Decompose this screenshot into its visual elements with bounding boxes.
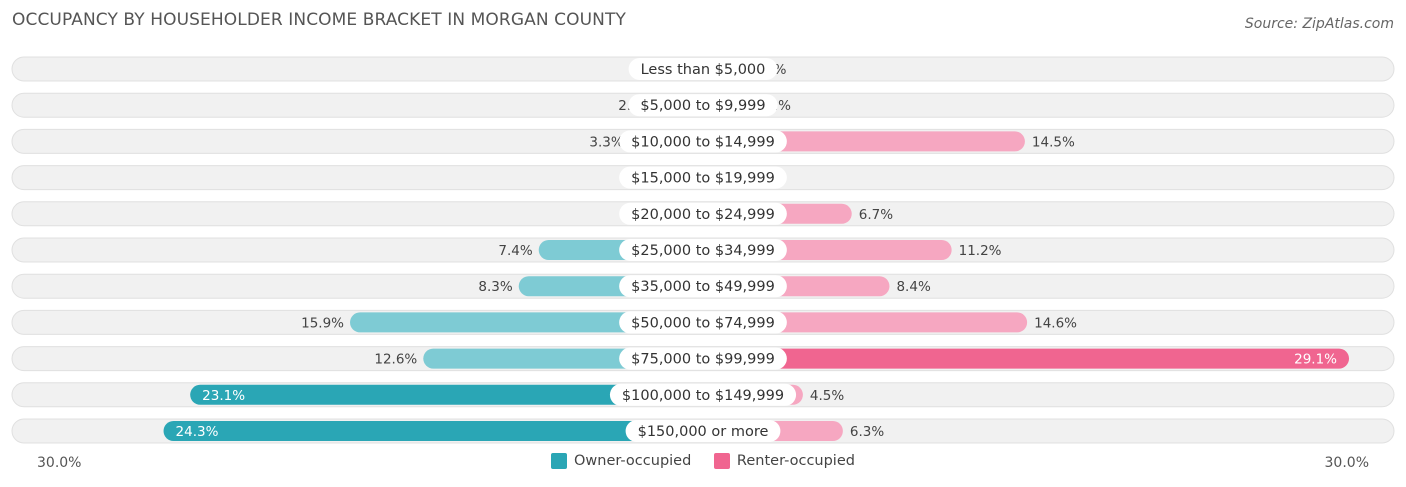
category-pill xyxy=(619,130,787,153)
category-label: $50,000 to $74,999 xyxy=(631,315,775,331)
category-label: $75,000 to $99,999 xyxy=(631,352,775,368)
category-pill xyxy=(619,166,787,189)
legend-item-renter: Renter-occupied xyxy=(713,453,855,469)
value-label-renter: 29.1% xyxy=(1294,352,1337,368)
value-label-owner: 24.3% xyxy=(176,424,219,440)
value-label-owner: 15.9% xyxy=(301,315,344,331)
category-pill xyxy=(625,420,781,442)
category-pill xyxy=(628,58,778,80)
value-label-renter: 11.2% xyxy=(959,243,1002,259)
bar-owner xyxy=(190,384,703,405)
category-label: $25,000 to $34,999 xyxy=(631,243,775,259)
legend: Owner-occupied Renter-occupied xyxy=(0,453,1406,473)
category-label: $15,000 to $19,999 xyxy=(631,171,775,187)
legend-swatch-renter xyxy=(713,453,730,469)
category-label: $10,000 to $14,999 xyxy=(631,134,775,150)
value-label-owner: 12.6% xyxy=(374,352,417,368)
value-label-owner: 7.4% xyxy=(498,243,532,259)
chart-title: OCCUPANCY BY HOUSEHOLDER INCOME BRACKET … xyxy=(12,10,626,30)
category-pill xyxy=(628,94,778,117)
category-pill xyxy=(619,311,787,334)
category-label: $20,000 to $24,999 xyxy=(631,207,775,223)
value-label-owner: 3.3% xyxy=(589,134,623,150)
category-label: $150,000 or more xyxy=(638,424,769,440)
bar-owner xyxy=(350,312,703,333)
value-label-renter: 14.6% xyxy=(1034,315,1077,331)
category-pill xyxy=(619,239,787,261)
category-pill xyxy=(619,347,787,370)
chart-source: Source: ZipAtlas.com xyxy=(1244,16,1394,32)
value-label-renter: 8.4% xyxy=(896,279,930,295)
category-label: $35,000 to $49,999 xyxy=(631,279,775,295)
category-label: $100,000 to $149,999 xyxy=(622,388,784,404)
bar-owner xyxy=(163,421,704,441)
legend-label-renter: Renter-occupied xyxy=(736,453,855,469)
axis-right-label: 30.0% xyxy=(1324,455,1369,471)
category-pill xyxy=(609,383,797,406)
value-label-owner: 23.1% xyxy=(202,388,245,404)
legend-item-owner: Owner-occupied xyxy=(551,453,691,469)
value-label-renter: 4.5% xyxy=(810,388,844,404)
labels: 0.69%1.9%Less than $5,0002.0%2.1%$5,000 … xyxy=(176,58,1337,442)
category-pill xyxy=(619,202,787,225)
category-pill xyxy=(619,275,787,298)
legend-label-owner: Owner-occupied xyxy=(574,453,692,469)
value-label-owner: 8.3% xyxy=(478,279,512,295)
category-label: Less than $5,000 xyxy=(641,62,766,78)
category-label: $5,000 to $9,999 xyxy=(640,98,765,114)
legend-swatch-owner xyxy=(551,453,568,469)
value-label-renter: 14.5% xyxy=(1032,134,1075,150)
bar-renter xyxy=(703,348,1350,369)
value-label-renter: 6.3% xyxy=(850,424,884,440)
value-label-renter: 6.7% xyxy=(859,207,893,223)
axis-left-label: 30.0% xyxy=(37,455,82,471)
